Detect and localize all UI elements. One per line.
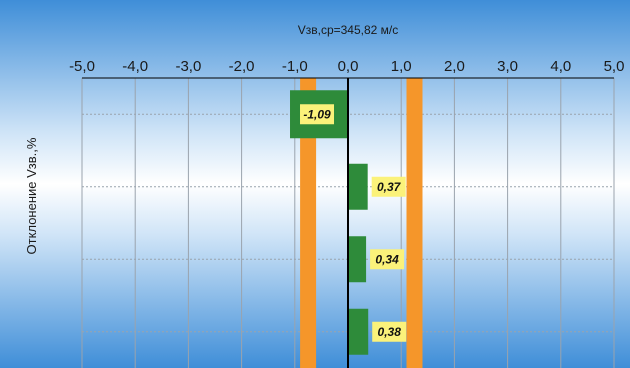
reference-line	[406, 78, 423, 368]
data-labels: -1,09 0,37 0,34 0,38	[300, 104, 407, 342]
reference-lines	[300, 78, 423, 368]
y-axis-label: Отклонение Vзв.,%	[24, 137, 39, 254]
data-label: 0,37	[377, 180, 402, 194]
x-tick-label: 3,0	[497, 58, 518, 75]
x-tick-label: 1,0	[391, 58, 412, 75]
axes	[82, 77, 614, 368]
x-tick-label: -5,0	[69, 58, 95, 75]
data-label-box	[371, 176, 406, 197]
data-label-box	[370, 249, 405, 270]
x-tick-label: -2,0	[229, 58, 255, 75]
x-tick-label: -4,0	[122, 58, 148, 75]
x-tick-label: -3,0	[175, 58, 201, 75]
reference-line	[300, 78, 317, 368]
bar	[348, 308, 369, 355]
data-label: 0,38	[378, 325, 402, 339]
chart-title: Vзв,ср=345,82 м/с	[298, 23, 399, 37]
bar	[348, 236, 367, 283]
data-label-box	[300, 104, 335, 125]
bar	[348, 163, 368, 210]
x-tick-label: 4,0	[550, 58, 571, 75]
x-tick-label: 0,0	[338, 58, 359, 75]
data-label: 0,34	[375, 252, 399, 266]
x-tick-label: -1,0	[282, 58, 308, 75]
data-label-box	[372, 321, 407, 342]
data-label: -1,09	[303, 107, 331, 121]
x-tick-label: 2,0	[444, 58, 465, 75]
x-tick-label: 5,0	[604, 58, 625, 75]
x-tick-labels: -5,0 -4,0 -3,0 -2,0 -1,0 0,0 1,0 2,0 3,0 4,0 5,0	[69, 58, 624, 75]
